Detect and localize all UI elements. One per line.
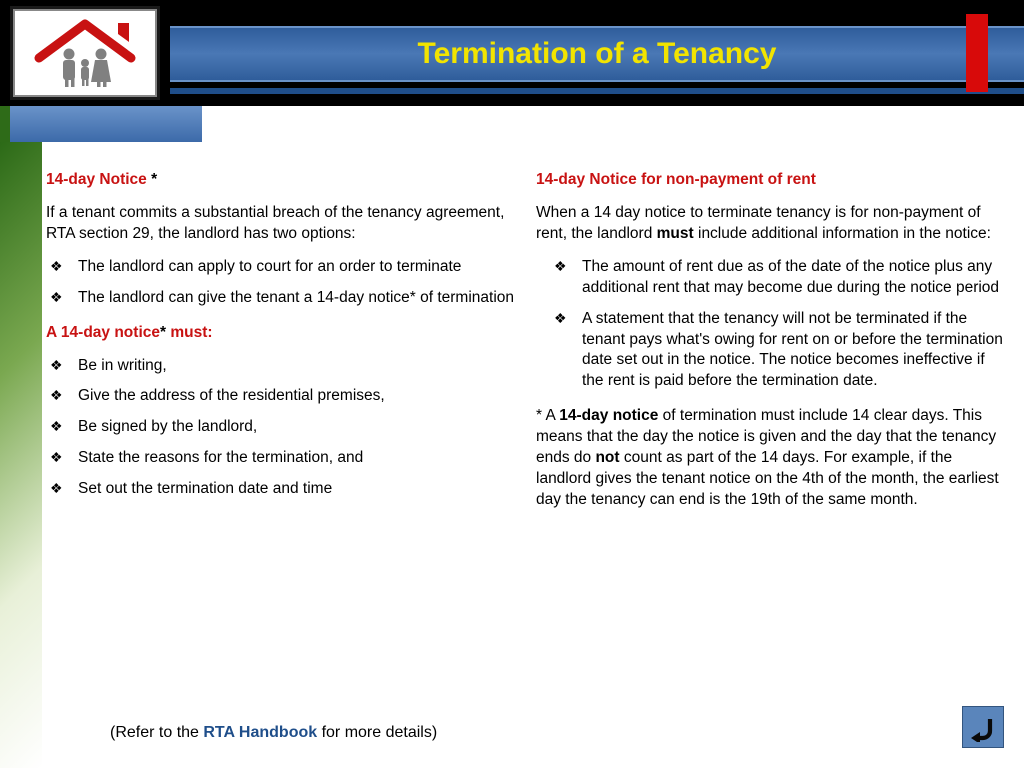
house-family-icon xyxy=(25,14,145,92)
page-title: Termination of a Tenancy xyxy=(170,26,1024,82)
fn-a: * A xyxy=(536,407,559,424)
fn-b: 14-day notice xyxy=(559,407,658,424)
red-tab-accent xyxy=(966,14,988,92)
sub-band xyxy=(0,106,1024,142)
list-item: The landlord can give the tenant a 14-da… xyxy=(72,288,516,309)
sub-band-blue-block xyxy=(10,106,202,142)
return-arrow-icon xyxy=(968,712,998,742)
sub-band-green-edge xyxy=(0,106,10,142)
left-options-list: The landlord can apply to court for an o… xyxy=(46,257,516,309)
logo xyxy=(10,6,160,100)
right-para-1: When a 14 day notice to terminate tenanc… xyxy=(536,203,1006,245)
refer-line: (Refer to the RTA Handbook for more deta… xyxy=(110,724,437,742)
right-column: 14-day Notice for non-payment of rent Wh… xyxy=(536,170,1006,730)
left-h1-star: * xyxy=(147,171,157,188)
left-para-1: If a tenant commits a substantial breach… xyxy=(46,203,516,245)
refer-open: (Refer to the xyxy=(110,724,203,741)
right-p1-b: must xyxy=(657,225,694,242)
right-p1-c: include additional information in the no… xyxy=(694,225,991,242)
list-item: The landlord can apply to court for an o… xyxy=(72,257,516,278)
title-underline xyxy=(170,88,1024,94)
left-h2-a: A 14-day notice xyxy=(46,324,160,341)
left-heading-1: 14-day Notice * xyxy=(46,170,516,191)
right-items-list: The amount of rent due as of the date of… xyxy=(536,257,1006,393)
left-column: 14-day Notice * If a tenant commits a su… xyxy=(46,170,516,730)
content-area: 14-day Notice * If a tenant commits a su… xyxy=(46,170,1006,730)
list-item: Set out the termination date and time xyxy=(72,479,516,500)
rta-handbook-link[interactable]: RTA Handbook xyxy=(203,724,317,741)
list-item: A statement that the tenancy will not be… xyxy=(576,309,1006,393)
list-item: The amount of rent due as of the date of… xyxy=(576,257,1006,299)
left-h2-c: must: xyxy=(166,324,213,341)
refer-close: for more details) xyxy=(317,724,437,741)
left-must-list: Be in writing, Give the address of the r… xyxy=(46,356,516,501)
left-gradient-strip xyxy=(0,142,42,768)
back-button[interactable] xyxy=(962,706,1004,748)
list-item: State the reasons for the termination, a… xyxy=(72,448,516,469)
left-h1-text: 14-day Notice xyxy=(46,171,147,188)
list-item: Give the address of the residential prem… xyxy=(72,386,516,407)
right-footnote: * A 14-day notice of termination must in… xyxy=(536,406,1006,511)
list-item: Be signed by the landlord, xyxy=(72,417,516,438)
list-item: Be in writing, xyxy=(72,356,516,377)
left-heading-2: A 14-day notice* must: xyxy=(46,323,516,344)
fn-d: not xyxy=(595,449,619,466)
right-heading-1: 14-day Notice for non-payment of rent xyxy=(536,170,1006,191)
